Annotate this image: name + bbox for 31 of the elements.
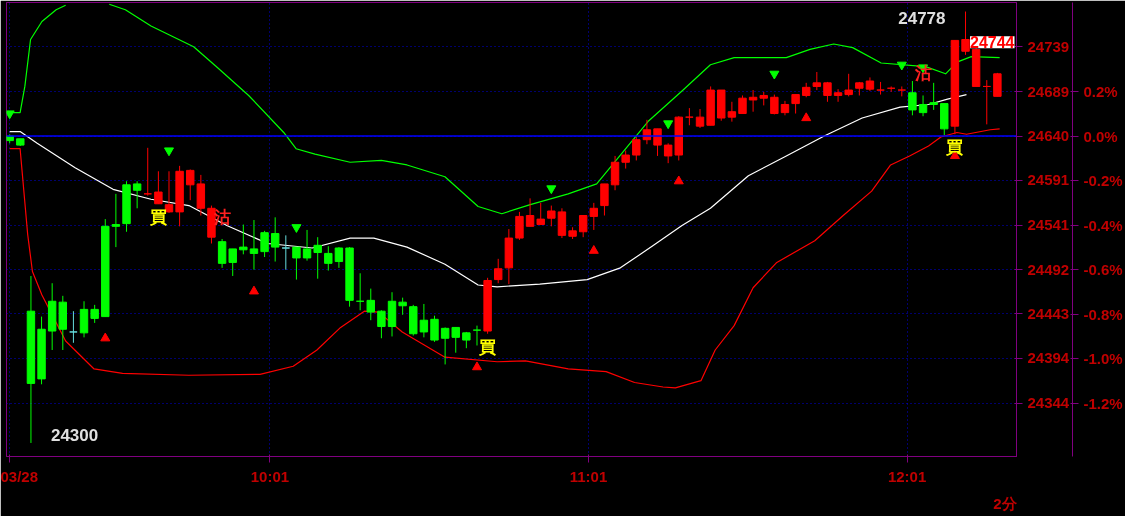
y-tick-label: 24541	[1027, 216, 1070, 234]
annotation: 買	[945, 138, 964, 158]
x-tick-label: 03/28	[0, 467, 39, 485]
y-tick-label: 24640	[1027, 127, 1070, 145]
annotation: 買	[478, 337, 497, 357]
y-tick-label: 24492	[1027, 260, 1070, 278]
y-tick-label: 24689	[1027, 82, 1070, 100]
text: 2分	[993, 494, 1018, 512]
y-tick-label: 24739	[1027, 37, 1070, 55]
y2-tick-label: -1.0%	[1083, 350, 1123, 368]
annotation: 24778	[898, 8, 946, 28]
y2-tick-label: -0.6%	[1083, 261, 1123, 279]
annotation: 24300	[50, 425, 99, 445]
x-tick-label: 10:01	[250, 467, 290, 485]
y2-tick-label: -0.4%	[1083, 216, 1123, 234]
annotation: 買	[148, 207, 167, 227]
y2-tick-label: -0.8%	[1083, 305, 1123, 323]
x-tick-label: 11:01	[569, 467, 608, 485]
y2-tick-label: 0.2%	[1083, 83, 1118, 101]
line-series	[9, 128, 1001, 389]
annotation: 沽	[913, 64, 932, 84]
line-series	[9, 93, 968, 288]
y2-tick-label: 0.0%	[1083, 127, 1118, 145]
y-tick-label: 24344	[1027, 394, 1070, 412]
y2-tick-label: -0.2%	[1083, 172, 1123, 190]
y-tick-label: 24443	[1027, 304, 1070, 322]
y-tick-label: 24591	[1027, 171, 1070, 189]
y-tick-label: 24394	[1027, 349, 1070, 367]
x-tick-label: 12:01	[887, 467, 927, 485]
y2-tick-label: -1.2%	[1083, 394, 1123, 412]
annotation: 24744	[970, 34, 1015, 52]
